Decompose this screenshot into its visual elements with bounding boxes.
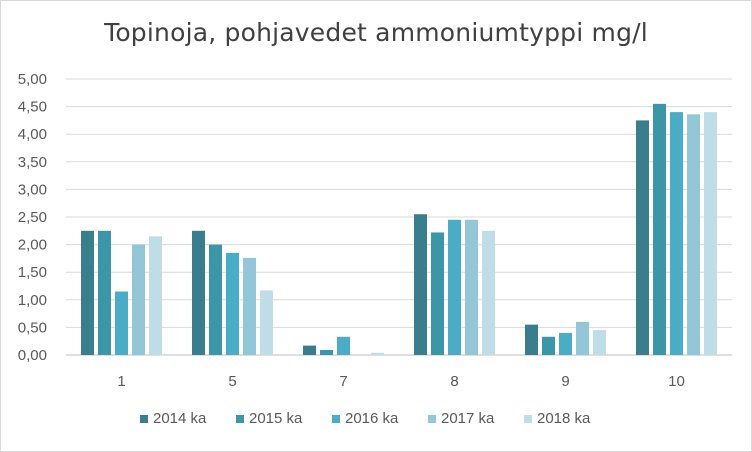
x-tick-label: 7: [339, 373, 347, 390]
bar-2016-ka-1: [115, 291, 128, 355]
legend-label: 2017 ka: [441, 410, 495, 427]
chart-title: Topinoja, pohjavedet ammoniumtyppi mg/l: [104, 18, 648, 47]
legend-swatch: [140, 415, 148, 423]
bar-2015-ka-7: [320, 350, 333, 355]
bar-2014-ka-8: [414, 214, 427, 355]
bars: [81, 103, 717, 356]
bar-2017-ka-5: [243, 257, 256, 355]
bar-2015-ka-10: [653, 103, 666, 355]
bar-2018-ka-7: [371, 352, 384, 355]
bar-2018-ka-10: [704, 112, 717, 356]
y-tick-label: 5,00: [18, 71, 47, 88]
legend-label: 2018 ka: [537, 410, 591, 427]
bar-2016-ka-10: [670, 112, 683, 356]
bar-2017-ka-10: [687, 114, 700, 355]
y-tick-label: 1,50: [18, 264, 47, 281]
bar-2017-ka-1: [132, 244, 145, 355]
gridlines: [66, 78, 732, 356]
bar-2016-ka-8: [448, 219, 461, 355]
bar-2015-ka-9: [542, 336, 555, 355]
x-tick-label: 8: [450, 373, 458, 390]
bar-2018-ka-5: [260, 290, 273, 355]
y-tick-label: 1,00: [18, 292, 47, 309]
y-tick-label: 2,50: [18, 209, 47, 226]
bar-2017-ka-8: [465, 219, 478, 355]
bar-2014-ka-9: [525, 324, 538, 355]
legend-swatch: [524, 415, 532, 423]
legend: 2014 ka 2015 ka 2016 ka 2017 ka 2018 ka: [140, 410, 591, 427]
y-tick-label: 4,50: [18, 99, 47, 116]
y-tick-label: 3,00: [18, 181, 47, 198]
legend-swatch: [428, 415, 436, 423]
x-tick-label: 9: [561, 373, 569, 390]
x-tick-label: 1: [117, 373, 125, 390]
bar-2014-ka-7: [303, 345, 316, 355]
y-tick-label: 4,00: [18, 126, 47, 143]
bar-2018-ka-1: [149, 236, 162, 355]
bar-2018-ka-8: [482, 230, 495, 355]
bar-2015-ka-5: [209, 244, 222, 355]
legend-label: 2015 ka: [249, 410, 303, 427]
y-tick-label: 0,50: [18, 319, 47, 336]
bar-2016-ka-5: [226, 252, 239, 355]
x-tick-label: 5: [228, 373, 236, 390]
legend-label: 2016 ka: [345, 410, 399, 427]
x-tick-label: 10: [668, 373, 685, 390]
bar-2018-ka-9: [593, 330, 606, 355]
legend-label: 2014 ka: [153, 410, 207, 427]
x-axis-ticks: 1 5 7 8 9 10: [117, 373, 685, 390]
legend-swatch: [332, 415, 340, 423]
bar-2016-ka-9: [559, 332, 572, 355]
y-tick-label: 0,00: [18, 347, 47, 364]
y-tick-label: 2,00: [18, 237, 47, 254]
y-axis-ticks: 0,00 0,50 1,00 1,50 2,00 2,50 3,00 3,50 4,00 4,50…: [18, 71, 47, 364]
bar-2016-ka-7: [337, 336, 350, 355]
bar-2014-ka-10: [636, 120, 649, 356]
bar-2015-ka-1: [98, 230, 111, 355]
bar-2017-ka-9: [576, 321, 589, 355]
bar-2014-ka-5: [192, 230, 205, 355]
y-tick-label: 3,50: [18, 154, 47, 171]
legend-swatch: [236, 415, 244, 423]
bar-2014-ka-1: [81, 230, 94, 355]
bar-2015-ka-8: [431, 232, 444, 355]
